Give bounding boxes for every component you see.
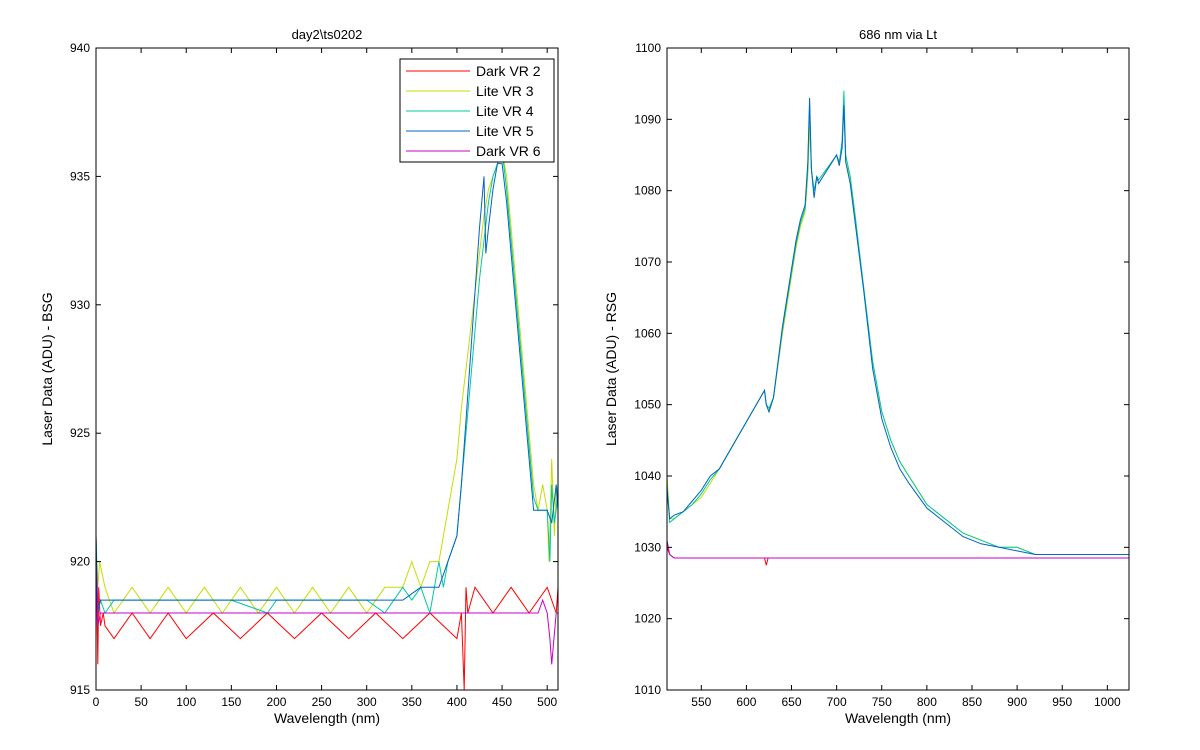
legend-entry-label: Lite VR 5 — [476, 123, 534, 139]
right-y-tick-label: 1040 — [634, 469, 661, 483]
right-y-tick-label: 1060 — [634, 326, 661, 340]
left-x-tick-label: 100 — [176, 695, 196, 709]
left-x-tick-label: 400 — [447, 695, 467, 709]
right-y-tick-label: 1050 — [634, 398, 661, 412]
left-chart-title: day2\ts0202 — [292, 27, 363, 42]
legend-entry-label: Lite VR 3 — [476, 83, 534, 99]
left-x-tick-label: 250 — [312, 695, 332, 709]
left-series-lite-vr-4 — [96, 150, 558, 615]
right-x-tick-label: 850 — [962, 695, 982, 709]
left-x-tick-label: 200 — [266, 695, 286, 709]
left-x-tick-label: 450 — [492, 695, 512, 709]
left-x-tick-label: 350 — [402, 695, 422, 709]
left-x-tick-label: 300 — [357, 695, 377, 709]
right-series-dark-vr-6 — [667, 540, 1129, 559]
right-series-dark-vr-2 — [667, 547, 1129, 566]
left-series-dark-vr-2 — [96, 535, 558, 690]
right-y-tick-label: 1090 — [634, 112, 661, 126]
left-y-tick-label: 940 — [70, 41, 90, 55]
legend-entry-label: Dark VR 6 — [476, 143, 541, 159]
right-plot-frame — [666, 47, 1130, 691]
left-chart-panel: day2\ts0202 0 50 100 150 200 250 300 350 400 450 50… — [39, 27, 559, 726]
left-series-lite-vr-3 — [96, 148, 558, 615]
right-x-axis-label: Wavelength (nm) — [845, 710, 951, 726]
left-series-group — [96, 148, 558, 690]
left-x-axis-label: Wavelength (nm) — [274, 710, 380, 726]
left-x-tick-label: 50 — [134, 695, 148, 709]
right-y-tick-label: 1080 — [634, 184, 661, 198]
right-y-tick-label: 1020 — [634, 612, 661, 626]
right-x-tick-label: 650 — [782, 695, 802, 709]
left-y-tick-label: 930 — [70, 298, 90, 312]
left-series-lite-vr-5 — [96, 163, 558, 614]
right-y-tick-label: 1100 — [635, 41, 661, 55]
right-x-tick-label: 750 — [872, 695, 892, 709]
right-series-lite-vr-4 — [667, 90, 1129, 555]
right-x-tick-label: 950 — [1052, 695, 1072, 709]
right-series-lite-vr-3 — [667, 97, 1129, 555]
left-legend: Dark VR 2 Lite VR 3 Lite VR 4 Lite VR 5 Dark… — [399, 58, 555, 163]
left-plot-frame — [95, 47, 559, 691]
right-series-group — [667, 90, 1129, 566]
right-x-tick-label: 1000 — [1094, 695, 1121, 709]
left-y-tick-label: 925 — [70, 426, 90, 440]
right-x-tick-label: 600 — [736, 695, 756, 709]
left-x-tick-label: 500 — [537, 695, 557, 709]
left-y-tick-label: 920 — [70, 555, 90, 569]
right-series-lite-vr-5 — [667, 97, 1129, 555]
left-series-dark-vr-6 — [96, 561, 558, 665]
right-chart-panel: 686 nm via Lt 550 600 650 700 750 800 850 900 950… — [603, 27, 1130, 726]
legend-entry-label: Lite VR 4 — [476, 103, 534, 119]
right-y-tick-label: 1030 — [634, 540, 661, 554]
left-y-tick-label: 935 — [70, 169, 90, 183]
right-x-tick-label: 550 — [691, 695, 711, 709]
left-x-tick-label: 150 — [221, 695, 241, 709]
right-x-tick-label: 800 — [917, 695, 937, 709]
right-y-axis-label: Laser Data (ADU) - RSG — [603, 292, 619, 446]
right-chart-title: 686 nm via Lt — [859, 27, 937, 42]
legend-entry-label: Dark VR 2 — [476, 63, 541, 79]
right-x-tick-label: 700 — [827, 695, 847, 709]
left-x-tick-label: 0 — [93, 695, 100, 709]
right-x-tick-label: 900 — [1007, 695, 1027, 709]
right-y-tick-label: 1010 — [634, 683, 661, 697]
right-y-tick-label: 1070 — [634, 255, 661, 269]
left-y-axis-label: Laser Data (ADU) - BSG — [39, 292, 55, 445]
left-y-tick-label: 915 — [70, 683, 90, 697]
